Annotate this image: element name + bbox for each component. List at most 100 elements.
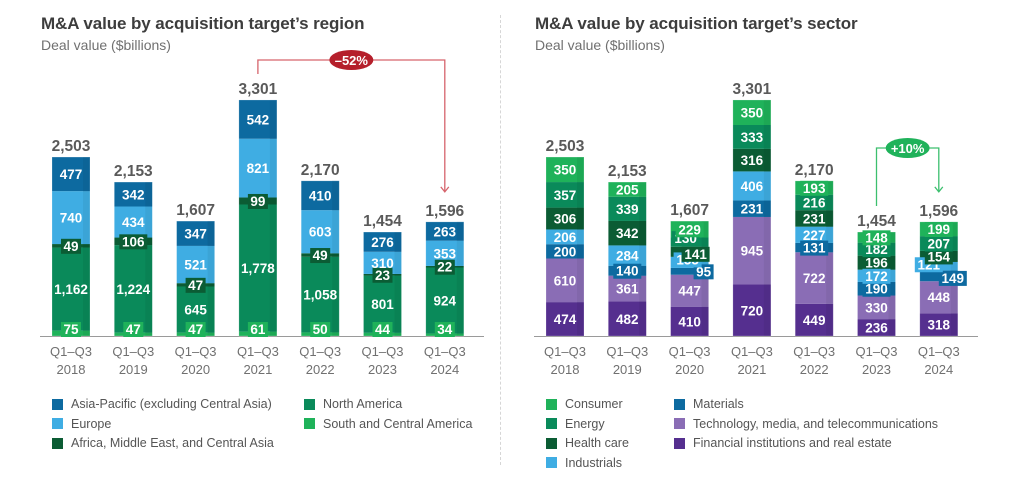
bar-segment-shade xyxy=(332,253,340,257)
segment-value-label: 199 xyxy=(928,222,951,237)
x-tick-label: 2023 xyxy=(368,362,397,377)
segment-value-label: 205 xyxy=(616,182,639,197)
segment-value-label: 193 xyxy=(803,181,826,196)
segment-label-box xyxy=(310,248,331,264)
legend-label: Materials xyxy=(693,397,744,411)
bar-segment-shade xyxy=(83,330,90,336)
segment-value-label: 357 xyxy=(554,188,577,203)
bar-stack: 75 1,162 49 740 477 xyxy=(51,156,91,337)
segment-value-label: 542 xyxy=(247,112,270,127)
bar-total-label: 2,153 xyxy=(114,163,153,180)
segment-value-label: 22 xyxy=(437,260,452,275)
segment-value-label: 410 xyxy=(309,189,332,204)
x-tick-label: 2024 xyxy=(924,362,953,377)
bar-segment-shade xyxy=(577,244,584,259)
bar-total-label: 2,153 xyxy=(608,163,647,180)
segment-value-label: 339 xyxy=(616,202,639,217)
segment-value-label: 410 xyxy=(678,314,701,329)
segment-value-label: 95 xyxy=(696,264,712,279)
bar-segment-shade xyxy=(763,99,771,126)
bar-segment-shade xyxy=(826,252,834,304)
segment-value-label: 47 xyxy=(188,322,203,337)
bar-segment-shade xyxy=(639,275,647,302)
bar-segment-shade xyxy=(950,313,958,336)
x-tick-label: Q1–Q3 xyxy=(299,344,341,359)
segment-value-label: 231 xyxy=(803,211,826,226)
segment-value-label: 106 xyxy=(122,234,145,249)
segment-label-box xyxy=(61,238,81,254)
x-tick-label: Q1–Q3 xyxy=(175,344,217,359)
segment-value-label: 236 xyxy=(865,321,888,336)
annotation-badge xyxy=(329,50,374,70)
bar-segment-shade xyxy=(950,261,958,271)
bar-segment-shade xyxy=(826,194,834,211)
bar-segment-shade xyxy=(763,171,771,201)
bar-segment-shade xyxy=(456,267,464,334)
bar-segment xyxy=(363,232,402,252)
segment-label-box xyxy=(185,277,206,293)
segment-value-label: 23 xyxy=(375,268,391,283)
segment-value-label: 75 xyxy=(63,322,79,337)
bar-segment-shade xyxy=(577,182,584,208)
bar-total-label: 2,503 xyxy=(546,138,585,155)
x-tick-label: Q1–Q3 xyxy=(793,344,835,359)
segment-value-label: 276 xyxy=(371,235,394,250)
legend-swatch xyxy=(52,418,63,429)
bar-segment-shade xyxy=(456,265,464,268)
segment-value-label: 229 xyxy=(678,222,701,237)
segment-value-label: 310 xyxy=(371,256,394,271)
bar-segment-shade xyxy=(207,286,215,333)
bar-segment-shade xyxy=(826,242,834,253)
segment-value-label: 447 xyxy=(678,284,701,299)
bar-segment xyxy=(425,221,464,241)
x-tick-label: Q1–Q3 xyxy=(606,344,648,359)
bar-segment-shade xyxy=(456,221,464,241)
bar-segment-shade xyxy=(763,200,771,217)
bar-segment xyxy=(919,313,958,336)
x-tick-label: 2021 xyxy=(243,362,272,377)
segment-label-box xyxy=(247,193,268,209)
bar-segment-shade xyxy=(701,274,709,307)
bar-segment-shade xyxy=(145,332,153,336)
segment-value-label: 44 xyxy=(375,322,391,337)
legend-swatch xyxy=(674,398,685,410)
annotation-text: +10% xyxy=(891,141,925,156)
panel-divider xyxy=(500,15,501,465)
bar-segment xyxy=(795,226,834,243)
legend-swatch xyxy=(546,437,557,449)
segment-label-box xyxy=(434,259,455,275)
bar-segment-shade xyxy=(145,245,153,333)
segment-label-box xyxy=(434,322,455,337)
x-tick-label: Q1–Q3 xyxy=(424,344,466,359)
bar-stack: 47 645 47 521 347 xyxy=(176,220,215,337)
legend-swatch xyxy=(546,418,557,429)
bar-segment-shade xyxy=(888,269,896,282)
segment-value-label: 361 xyxy=(616,282,639,297)
bar-segment-shade xyxy=(888,295,896,320)
segment-value-label: 140 xyxy=(616,264,639,279)
bar-segment-shade xyxy=(269,138,277,198)
bar-segment-shade xyxy=(456,333,464,336)
segment-label-box xyxy=(693,264,714,280)
bar-segment-shade xyxy=(701,237,709,247)
segment-label-box xyxy=(119,234,148,250)
legend-item: Europe xyxy=(52,416,111,432)
bar-stack: 50 1,058 49 603 410 xyxy=(300,180,340,337)
region-chart-plot: 751,162497404772,503Q1–Q32018471,2241064… xyxy=(40,50,484,377)
bar-total-label: 1,454 xyxy=(363,213,402,230)
bar-segment-shade xyxy=(763,284,771,336)
sector-chart-panel: M&A value by acquisition target’s sector… xyxy=(510,0,1024,486)
bar-stack: 61 1,778 99 821 542 xyxy=(238,99,278,337)
x-tick-label: 2024 xyxy=(430,362,459,377)
change-annotation: –52% xyxy=(257,50,450,193)
bar-segment-shade xyxy=(950,236,958,251)
bar-total-label: 2,503 xyxy=(52,138,91,155)
bar-segment-shade xyxy=(639,220,647,246)
x-tick-label: Q1–Q3 xyxy=(856,344,898,359)
bar-segment-shade xyxy=(639,245,647,266)
segment-value-label: 333 xyxy=(741,130,764,145)
segment-label-box xyxy=(61,322,81,337)
legend-item: Asia-Pacific (excluding Central Asia) xyxy=(52,396,272,412)
segment-value-label: 34 xyxy=(437,322,453,337)
